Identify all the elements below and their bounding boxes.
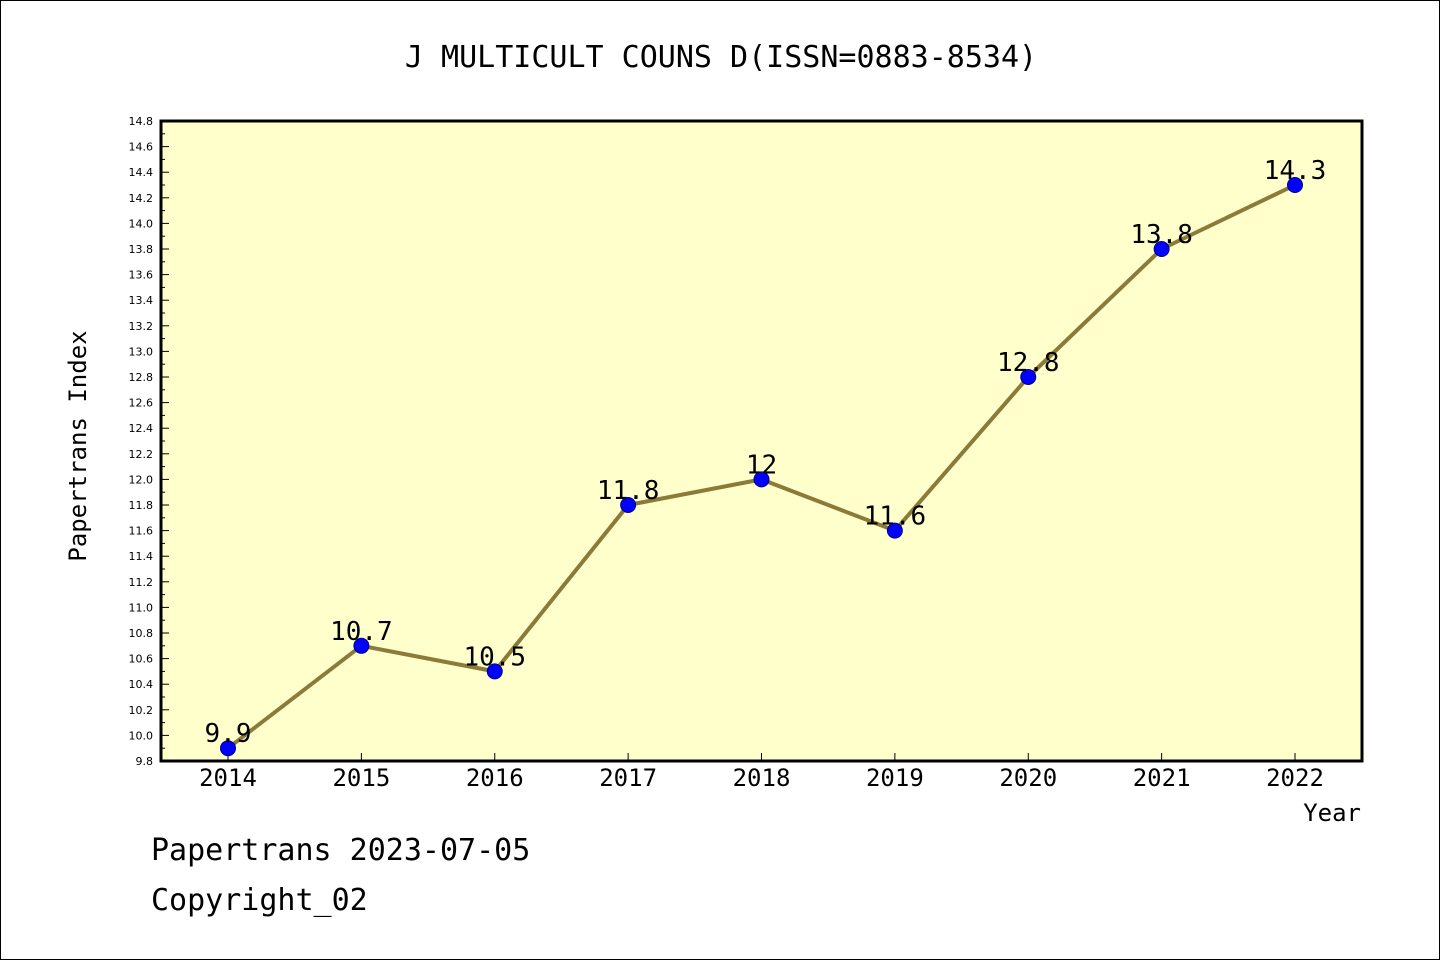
- x-tick-label: 2019: [866, 764, 924, 792]
- y-tick-label: 12.8: [129, 371, 154, 384]
- data-point: [1020, 369, 1037, 385]
- data-point: [353, 637, 370, 654]
- data-label: 9.9: [205, 719, 252, 749]
- y-tick-label: 12.4: [129, 422, 154, 435]
- y-tick-label: 10.0: [129, 729, 154, 742]
- y-tick-label: 13.2: [129, 320, 154, 333]
- x-tick-label: 2018: [733, 764, 791, 792]
- y-tick-label: 13.0: [129, 345, 154, 358]
- y-tick-label: 14.0: [129, 217, 154, 230]
- y-axis: 9.8 10.0 10.2 10.4 10.6 10.8 11.0 11.2 11.4 11.6 1…: [129, 115, 169, 768]
- plot-area: [159, 119, 1364, 763]
- x-tick-label: 2015: [332, 764, 390, 792]
- x-tick-label: 2020: [999, 764, 1057, 792]
- data-label: 10.5: [463, 642, 526, 672]
- data-point: [220, 740, 236, 757]
- x-tick-label: 2022: [1266, 764, 1324, 792]
- y-tick-label: 13.4: [129, 294, 154, 307]
- data-point: [1287, 177, 1303, 193]
- y-tick-label: 14.6: [129, 141, 154, 154]
- y-tick-label: 10.2: [129, 704, 154, 717]
- y-tick-label: 12.6: [129, 397, 154, 410]
- y-tick-label: 11.4: [129, 550, 154, 563]
- y-tick-label: 14.2: [129, 192, 154, 205]
- x-tick-label: 2017: [599, 764, 657, 792]
- y-tick-label: 11.6: [129, 525, 154, 538]
- footer-date: Papertrans 2023-07-05: [151, 833, 531, 868]
- data-point: [886, 522, 903, 539]
- data-label: 10.7: [330, 617, 393, 647]
- data-series: 9.9 10.7 10.5 11.8 12 11.6 12.8 13.8 14.3: [205, 156, 1327, 757]
- y-tick-label: 12.0: [129, 473, 154, 486]
- data-label: 13.8: [1130, 220, 1193, 250]
- data-point: [620, 497, 637, 513]
- y-tick-label: 11.2: [129, 576, 154, 589]
- y-tick-label: 11.8: [129, 499, 154, 512]
- data-label: 11.8: [597, 476, 660, 506]
- y-tick-label: 10.4: [129, 678, 154, 691]
- y-tick-label: 12.2: [129, 448, 154, 461]
- data-point: [753, 471, 770, 488]
- y-tick-label: 10.6: [129, 653, 154, 666]
- y-tick-label: 14.4: [129, 166, 154, 179]
- data-label: 14.3: [1264, 156, 1327, 186]
- y-tick-label: 11.0: [129, 601, 154, 614]
- x-tick-label: 2016: [466, 764, 524, 792]
- y-axis-label: Papertrans Index: [64, 330, 92, 561]
- data-label: 12: [746, 450, 777, 480]
- y-tick-label: 13.8: [129, 243, 154, 256]
- y-tick-label: 13.6: [129, 269, 154, 282]
- chart-title: J MULTICULT COUNS D(ISSN=0883-8534): [405, 40, 1037, 75]
- y-tick-label: 14.8: [129, 115, 154, 128]
- y-tick-label: 10.8: [129, 627, 154, 640]
- data-label: 11.6: [864, 502, 927, 532]
- x-axis: 2014 2015 2016 2017 2018 2019 2020 2021 2022: [199, 753, 1324, 792]
- data-point: [486, 663, 503, 680]
- data-point: [1153, 241, 1170, 257]
- data-label: 12.8: [997, 348, 1060, 378]
- footer-copyright: Copyright_02: [151, 883, 368, 918]
- x-tick-label: 2021: [1133, 764, 1191, 792]
- x-tick-label: 2014: [199, 764, 257, 792]
- y-tick-label: 9.8: [136, 755, 154, 768]
- x-axis-label: Year: [1303, 799, 1361, 827]
